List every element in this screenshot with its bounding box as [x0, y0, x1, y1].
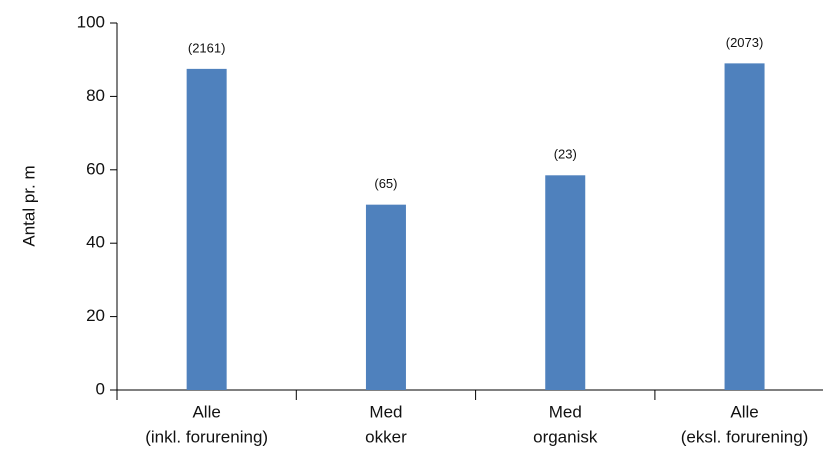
- y-tick-label: 60: [86, 159, 105, 178]
- y-tick-label: 100: [77, 12, 105, 31]
- bar: [365, 204, 406, 390]
- bar: [545, 175, 586, 390]
- bar-annotation: (65): [374, 176, 397, 191]
- x-tick-label: Alle: [730, 402, 758, 421]
- y-tick-label: 40: [86, 233, 105, 252]
- bar: [186, 68, 227, 390]
- x-tick-label: Alle: [192, 402, 220, 421]
- x-tick-label: (eksl. forurening): [681, 427, 809, 446]
- bar-annotation: (2161): [188, 40, 226, 55]
- y-tick-label: 80: [86, 86, 105, 105]
- y-axis-label: Antal pr. m: [19, 165, 38, 246]
- y-tick-label: 20: [86, 306, 105, 325]
- bar: [724, 63, 765, 391]
- x-tick-label: Med: [369, 402, 402, 421]
- y-tick-label: 0: [96, 379, 105, 398]
- x-tick-label: Med: [549, 402, 582, 421]
- x-tick-label: (inkl. forurening): [145, 427, 268, 446]
- x-tick-label: okker: [365, 427, 407, 446]
- x-tick-label: organisk: [533, 427, 598, 446]
- bar-annotation: (23): [554, 147, 577, 162]
- bar-annotation: (2073): [726, 35, 764, 50]
